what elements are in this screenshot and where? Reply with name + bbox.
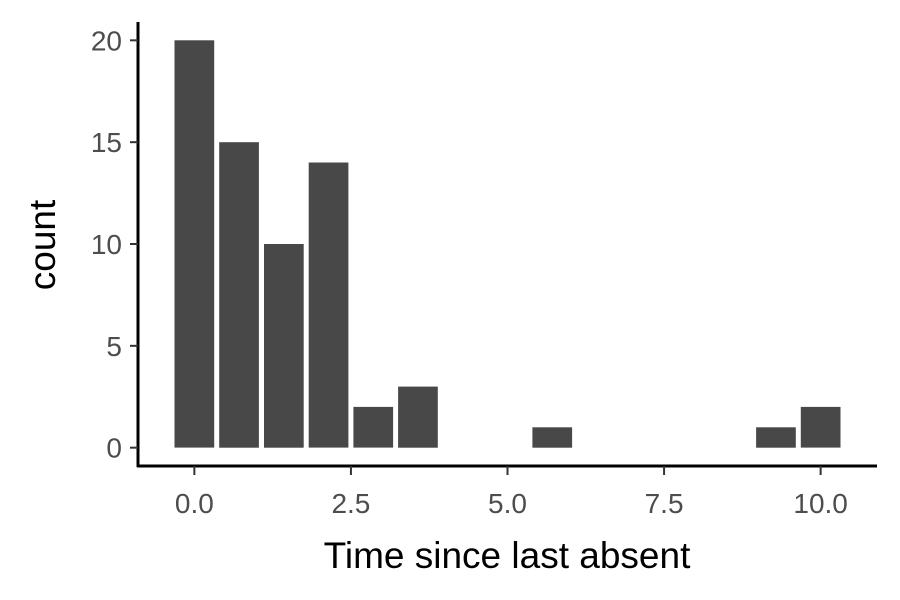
y-tick-label: 5 [106, 331, 122, 362]
x-tick-label: 2.5 [331, 488, 370, 519]
histogram-bar [219, 142, 259, 448]
histogram-bar [264, 244, 304, 448]
histogram-bar [756, 427, 796, 448]
x-tick-label: 5.0 [488, 488, 527, 519]
y-axis-title: count [22, 199, 63, 290]
y-ticks-group: 0 5 10 15 20 [91, 25, 138, 464]
histogram-bar [174, 40, 215, 448]
histogram-bar [308, 162, 349, 448]
x-tick-label: 10.0 [793, 488, 848, 519]
y-tick-label: 10 [91, 229, 122, 260]
y-tick-label: 15 [91, 127, 122, 158]
y-tick-label: 20 [91, 25, 122, 56]
x-axis-title: Time since last absent [324, 535, 691, 576]
x-tick-label: 7.5 [645, 488, 684, 519]
histogram-bar [532, 427, 573, 448]
histogram-bar [353, 406, 394, 448]
y-tick-label: 0 [106, 433, 122, 464]
x-tick-label: 0.0 [175, 488, 214, 519]
x-ticks-group: 0.0 2.5 5.0 7.5 10.0 [175, 466, 848, 519]
histogram-bar [398, 386, 438, 448]
histogram-bar [800, 406, 841, 448]
bars-group [174, 40, 841, 448]
